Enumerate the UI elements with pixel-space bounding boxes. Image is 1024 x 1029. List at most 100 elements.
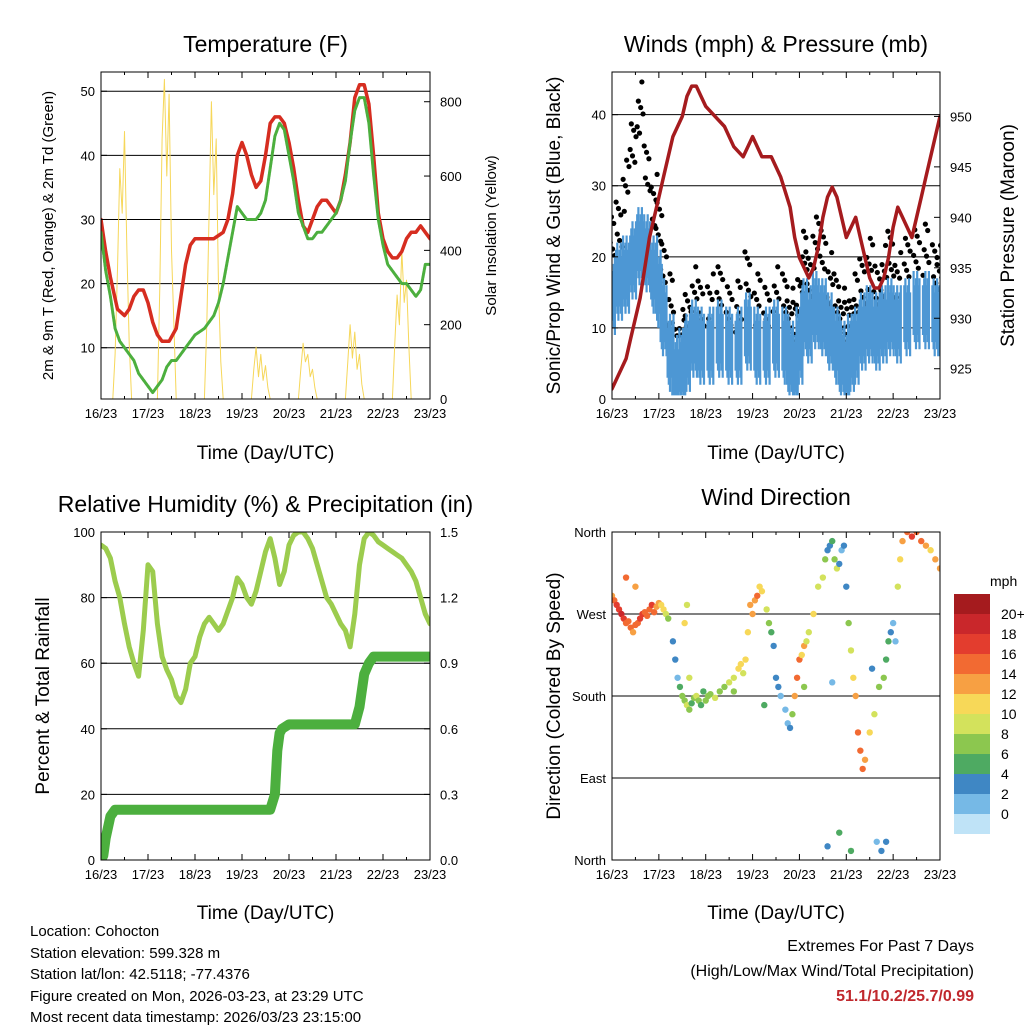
gust-point — [697, 284, 704, 290]
colorbar-label: 14 — [1001, 666, 1017, 682]
gust-point — [846, 298, 852, 304]
gust-point — [790, 299, 796, 305]
chart-winds: 16/23 17/23 18/23 19/23 20/23 21/23 22/23 23/23… — [544, 31, 1019, 464]
gust-point — [700, 291, 706, 297]
direction-point — [866, 729, 873, 736]
direction-point — [847, 647, 855, 654]
y-right-tick-label: 1.2 — [440, 591, 458, 606]
direction-point — [854, 729, 862, 736]
gust-point — [727, 290, 733, 296]
direction-point — [805, 629, 812, 636]
direction-point — [629, 629, 637, 636]
direction-point — [754, 592, 761, 599]
gust-point — [923, 253, 930, 259]
gust-point — [606, 266, 611, 271]
series-total-precipitation — [101, 651, 430, 860]
x-axis-title: Time (Day/UTC) — [707, 903, 845, 924]
extremes-values: 51.1/10.2/25.7/0.99 — [836, 988, 974, 1005]
direction-point — [632, 583, 639, 590]
gust-point — [790, 285, 796, 291]
direction-point — [840, 542, 848, 549]
direction-point — [721, 683, 728, 691]
gust-point — [882, 242, 889, 249]
gust-point — [650, 190, 657, 197]
gust-point — [934, 262, 940, 268]
gust-point — [926, 259, 932, 266]
colorbar-swatch — [954, 674, 990, 694]
direction-point — [786, 724, 794, 732]
gust-point — [901, 261, 907, 267]
gust-point — [836, 298, 842, 304]
gust-point — [642, 175, 648, 181]
gust-point — [930, 274, 937, 280]
gust-point — [618, 212, 624, 218]
direction-point — [625, 618, 632, 625]
gust-point — [639, 79, 645, 85]
y-tick-label: 20 — [81, 787, 95, 802]
gust-point — [800, 228, 807, 234]
direction-point — [896, 556, 904, 563]
x-tick-label: 16/23 — [596, 867, 629, 882]
direction-point — [875, 683, 883, 691]
direction-point — [882, 656, 890, 663]
direction-point — [822, 556, 829, 563]
gust-point — [831, 271, 837, 277]
direction-point — [880, 674, 887, 681]
gust-point — [830, 281, 836, 288]
direction-point — [676, 683, 684, 691]
gust-point — [773, 289, 780, 295]
x-tick-label: 19/23 — [226, 867, 259, 882]
gust-point — [646, 156, 652, 162]
gust-point — [916, 240, 923, 246]
gust-point — [709, 296, 715, 303]
gust-point — [807, 262, 814, 268]
y-tick-label: 40 — [81, 722, 95, 737]
gust-point — [888, 267, 894, 273]
gust-point — [717, 270, 723, 276]
direction-point — [747, 601, 754, 609]
gust-point — [742, 249, 748, 255]
gust-point — [786, 304, 793, 310]
gust-point — [922, 221, 928, 227]
y-right-tick-label: 0.3 — [440, 787, 458, 802]
y-right-tick-label: 1.5 — [440, 525, 458, 540]
x-tick-label: 22/23 — [367, 867, 400, 882]
colorbar-swatch — [954, 634, 990, 654]
y-right-tick-label: 940 — [950, 210, 972, 225]
gust-point — [625, 189, 631, 195]
y-tick-label: 80 — [81, 591, 95, 606]
x-tick-label: 16/23 — [85, 406, 118, 421]
gust-point — [854, 277, 861, 283]
gust-point — [793, 302, 800, 308]
x-tick-label: 19/23 — [226, 406, 259, 421]
gust-point — [915, 265, 921, 271]
direction-point — [918, 537, 925, 545]
recent-data-timestamp: Most recent data timestamp: 2026/03/23 2… — [30, 1009, 362, 1026]
y-tick-label: 10 — [81, 341, 95, 356]
direction-point — [803, 638, 810, 645]
y-tick-label: 0 — [88, 853, 95, 868]
direction-point — [904, 532, 911, 536]
y-tick-label: 0 — [599, 392, 606, 407]
y-right-tick-label: 950 — [950, 109, 972, 124]
direction-point — [873, 838, 880, 845]
y-axis-title: 2m & 9m T (Red, Orange) & 2m Td (Green) — [40, 91, 57, 380]
direction-point — [927, 547, 934, 554]
direction-point — [892, 638, 899, 645]
gust-point — [612, 214, 615, 220]
series-layer — [612, 532, 940, 855]
gust-point — [634, 124, 640, 130]
gust-point — [885, 228, 891, 234]
direction-point — [861, 756, 869, 763]
gust-point — [784, 298, 790, 304]
direction-point — [707, 690, 714, 698]
gust-point — [833, 277, 839, 283]
direction-point — [885, 638, 892, 645]
gust-point — [689, 283, 695, 289]
gust-point — [766, 297, 773, 303]
gust-point — [724, 284, 730, 290]
y-right-tick-label: 945 — [950, 160, 972, 175]
gust-point — [921, 247, 927, 253]
y-tick-label: 40 — [592, 108, 606, 123]
gust-point — [810, 233, 816, 239]
